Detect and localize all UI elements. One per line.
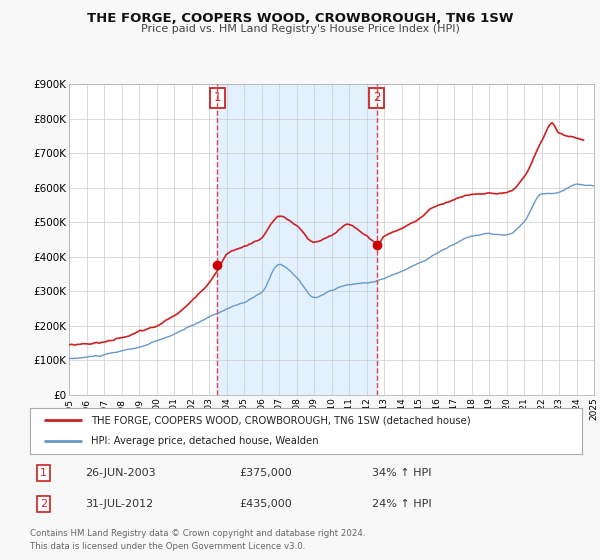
Text: £375,000: £375,000 xyxy=(240,468,293,478)
Text: HPI: Average price, detached house, Wealden: HPI: Average price, detached house, Weal… xyxy=(91,436,319,446)
Bar xyxy=(217,84,377,395)
Text: £435,000: £435,000 xyxy=(240,500,293,509)
Text: THE FORGE, COOPERS WOOD, CROWBOROUGH, TN6 1SW (detached house): THE FORGE, COOPERS WOOD, CROWBOROUGH, TN… xyxy=(91,415,470,425)
Text: 1: 1 xyxy=(40,468,47,478)
Text: Price paid vs. HM Land Registry's House Price Index (HPI): Price paid vs. HM Land Registry's House … xyxy=(140,24,460,34)
Text: 2: 2 xyxy=(40,500,47,509)
Text: 31-JUL-2012: 31-JUL-2012 xyxy=(85,500,154,509)
Text: 34% ↑ HPI: 34% ↑ HPI xyxy=(372,468,432,478)
Text: Contains HM Land Registry data © Crown copyright and database right 2024.: Contains HM Land Registry data © Crown c… xyxy=(30,529,365,538)
Text: THE FORGE, COOPERS WOOD, CROWBOROUGH, TN6 1SW: THE FORGE, COOPERS WOOD, CROWBOROUGH, TN… xyxy=(87,12,513,25)
Text: 24% ↑ HPI: 24% ↑ HPI xyxy=(372,500,432,509)
Text: This data is licensed under the Open Government Licence v3.0.: This data is licensed under the Open Gov… xyxy=(30,542,305,551)
Text: 2: 2 xyxy=(373,91,380,104)
Text: 1: 1 xyxy=(214,91,221,104)
Text: 26-JUN-2003: 26-JUN-2003 xyxy=(85,468,156,478)
